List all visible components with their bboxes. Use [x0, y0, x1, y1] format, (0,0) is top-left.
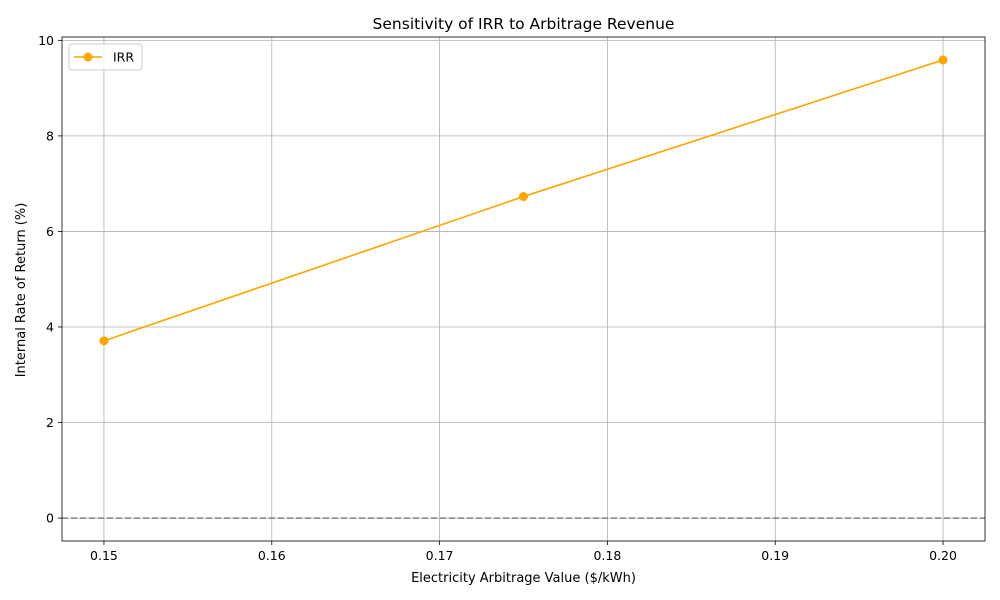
- plot-area-frame: [61, 36, 986, 542]
- x-tick-label: 0.17: [426, 548, 454, 563]
- legend-marker-swatch: [83, 52, 93, 62]
- x-axis-label: Electricity Arbitrage Value ($/kWh): [411, 571, 636, 586]
- y-tick-label: 8: [46, 128, 54, 143]
- x-tick-label: 0.19: [761, 548, 789, 563]
- y-tick-label: 2: [46, 415, 54, 430]
- y-tick-label: 10: [38, 33, 54, 48]
- x-tick-label: 0.18: [593, 548, 621, 563]
- legend: IRR: [68, 43, 143, 71]
- legend-box: [68, 43, 143, 71]
- y-tick-label: 6: [46, 224, 54, 239]
- x-tick-label: 0.15: [90, 548, 118, 563]
- y-axis-ticks: 0 2 4 6 8 10: [38, 33, 62, 526]
- grid-lines: [62, 37, 985, 541]
- legend-label-irr: IRR: [113, 50, 134, 65]
- data-point: [938, 55, 948, 65]
- y-axis-label: Internal Rate of Return (%): [14, 203, 29, 378]
- data-point: [99, 336, 109, 346]
- y-tick-label: 4: [46, 319, 54, 334]
- x-axis-ticks: 0.15 0.16 0.17 0.18 0.19 0.20: [90, 541, 957, 563]
- y-tick-label: 0: [46, 511, 54, 526]
- series-layer: [99, 55, 948, 346]
- chart-title: Sensitivity of IRR to Arbitrage Revenue: [373, 15, 675, 33]
- x-tick-label: 0.20: [929, 548, 957, 563]
- data-point: [519, 192, 528, 202]
- x-tick-label: 0.16: [258, 548, 286, 563]
